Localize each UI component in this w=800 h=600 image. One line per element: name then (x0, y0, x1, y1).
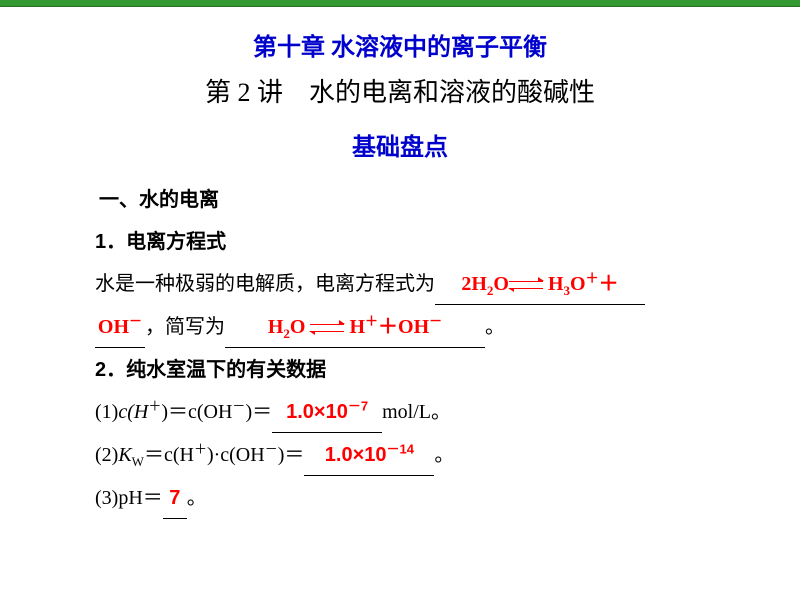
section-title: 基础盘点 (95, 127, 705, 162)
equation-line-1: 水是一种极弱的电解质，电离方程式为 2H2O H3O＋＋ (95, 264, 705, 305)
data-row-2: (2)KW＝c(H＋)·c(OH－)＝1.0×10－14。 (95, 435, 705, 476)
item2-title: 2．纯水室温下的有关数据 (95, 350, 705, 390)
slide-content: 第十章 水溶液中的离子平衡 第 2 讲 水的电离和溶液的酸碱性 基础盘点 一、水… (0, 7, 800, 519)
eq1-full: 2H2O H3O＋＋ (461, 273, 618, 295)
item1-title: 1．电离方程式 (95, 222, 705, 262)
equation-line-2: OH－，简写为 H2O H＋＋OH－ 。 (95, 307, 705, 348)
equilibrium-arrow-icon (509, 278, 543, 292)
equilibrium-arrow-icon (310, 321, 344, 335)
eq1-pretext: 水是一种极弱的电解质，电离方程式为 (95, 273, 435, 295)
heading-one: 一、水的电离 (95, 180, 705, 220)
body-text: 一、水的电离 1．电离方程式 水是一种极弱的电解质，电离方程式为 2H2O H3… (95, 180, 705, 519)
data-row-1: (1)c(H＋)＝c(OH－)＝1.0×10－7mol/L。 (95, 392, 705, 433)
top-border (0, 0, 800, 7)
eq2-simplified: H2O H＋＋OH－ (268, 316, 442, 338)
data-row-3: (3)pH＝7。 (95, 478, 705, 519)
chapter-title: 第十章 水溶液中的离子平衡 (95, 27, 705, 62)
lecture-title: 第 2 讲 水的电离和溶液的酸碱性 (95, 72, 705, 109)
